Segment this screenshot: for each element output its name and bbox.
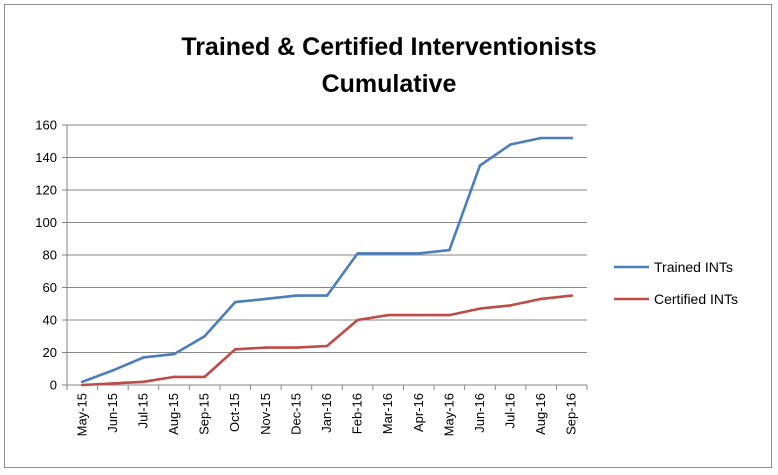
x-tick-label: Nov-15 <box>258 393 273 435</box>
y-tick-label: 0 <box>50 378 57 393</box>
data-point <box>111 369 115 372</box>
data-point <box>417 252 421 255</box>
y-axis-ticks: 0 20 40 60 80 100 120 140 160 <box>35 118 57 393</box>
data-point <box>142 356 145 359</box>
x-tick-label: May-16 <box>441 393 456 436</box>
data-point <box>233 347 237 351</box>
x-tick-label: Jul-16 <box>503 393 518 428</box>
data-point <box>172 352 176 356</box>
y-tick-label: 20 <box>43 345 57 360</box>
x-tick-label: Aug-16 <box>533 393 548 435</box>
x-tick-label: Aug-15 <box>166 393 181 435</box>
axes <box>62 124 588 390</box>
data-point <box>509 304 512 307</box>
data-point <box>386 252 390 255</box>
data-point <box>325 344 329 348</box>
data-point <box>570 294 574 297</box>
y-tick-label: 100 <box>35 215 57 230</box>
x-tick-label: Sep-15 <box>197 393 212 435</box>
x-tick-label: Mar-16 <box>380 393 395 434</box>
data-point <box>142 380 145 384</box>
y-tick-label: 80 <box>43 248 57 263</box>
data-point <box>80 383 84 387</box>
x-axis-ticks: May-15 Jun-15 Jul-15 Aug-15 Sep-15 Oct-15 Nov-… <box>74 393 578 436</box>
data-point <box>356 318 359 322</box>
legend-label: Trained INTs <box>654 259 733 275</box>
y-tick-label: 60 <box>43 280 57 295</box>
x-tick-label: Jan-16 <box>319 393 334 433</box>
chart-subtitle: Cumulative <box>321 70 457 98</box>
y-tick-label: 160 <box>35 118 57 133</box>
x-tick-label: Oct-15 <box>227 393 242 432</box>
series-lines <box>80 136 574 387</box>
data-point <box>386 313 390 317</box>
data-point <box>325 294 329 297</box>
data-point <box>417 313 421 317</box>
data-point <box>295 346 298 349</box>
data-point <box>570 136 574 140</box>
data-point <box>539 136 543 140</box>
data-point <box>509 143 512 146</box>
chart-frame <box>4 4 772 468</box>
legend-label: Certified INTs <box>654 291 738 307</box>
data-point <box>539 297 543 301</box>
x-tick-label: Apr-16 <box>411 393 426 432</box>
data-point <box>203 375 206 379</box>
x-tick-label: Jun-15 <box>105 393 120 433</box>
data-point <box>448 248 451 252</box>
data-point <box>203 334 206 338</box>
data-point <box>172 375 176 379</box>
x-tick-label: Sep-16 <box>564 393 579 435</box>
data-point <box>478 307 482 310</box>
data-point <box>448 313 451 317</box>
data-point <box>264 297 268 301</box>
series-line-certified <box>81 294 574 387</box>
x-tick-label: Jun-16 <box>472 393 487 433</box>
data-point <box>295 294 298 297</box>
data-point <box>111 382 115 385</box>
x-tick-label: Jul-15 <box>135 393 150 428</box>
chart-title: Trained & Certified Interventionists <box>181 33 597 61</box>
data-point <box>356 252 359 255</box>
y-tick-label: 40 <box>43 313 57 328</box>
y-tick-label: 140 <box>35 150 57 165</box>
data-point <box>233 300 237 304</box>
legend: Trained INTs Certified INTs <box>614 259 738 307</box>
y-tick-label: 120 <box>35 183 57 198</box>
data-point <box>80 380 84 384</box>
x-tick-label: Feb-16 <box>350 393 365 434</box>
data-point <box>478 164 482 167</box>
data-point <box>264 346 268 349</box>
x-tick-label: May-15 <box>74 393 89 436</box>
x-tick-label: Dec-15 <box>288 393 303 435</box>
grid-lines <box>67 124 587 353</box>
